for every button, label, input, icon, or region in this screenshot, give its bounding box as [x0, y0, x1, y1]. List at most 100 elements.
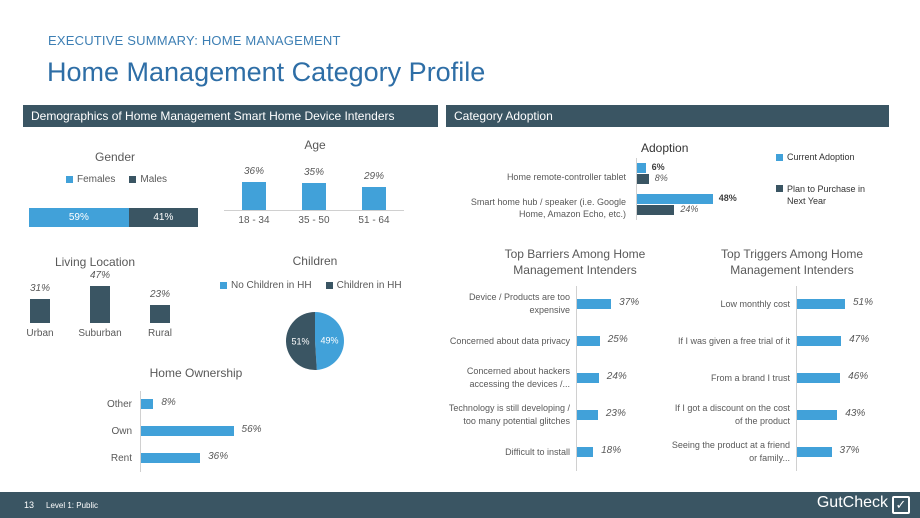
barrier-bar [576, 336, 600, 346]
age-category: 18 - 34 [238, 215, 270, 226]
adoption-value-plan: 8% [654, 173, 668, 183]
eyebrow-title: EXECUTIVE SUMMARY: HOME MANAGEMENT [48, 33, 341, 48]
page-number: 13 [24, 500, 35, 510]
trigger-bar [796, 299, 845, 309]
age-category: 51 - 64 [358, 215, 390, 226]
triggers-chart-title: Top Triggers Among Home Management Inten… [720, 247, 864, 277]
adoption-value-plan: 24% [680, 204, 699, 214]
gender-value-males: 41% [153, 212, 174, 223]
trigger-value: 46% [848, 371, 869, 382]
page-title: Home Management Category Profile [47, 57, 486, 87]
barrier-category: Concerned about data privacy [449, 335, 570, 346]
adoption-legend-plan: Plan to Purchase in Next Year [776, 183, 883, 207]
ownership-axis [140, 390, 141, 472]
location-value: 47% [89, 270, 110, 282]
adoption-legend-current: Current Adoption [776, 152, 855, 162]
children-legend: No Children in HH Children in HH [220, 280, 402, 291]
gender-stacked-bar: 59% 41% [29, 208, 198, 227]
ownership-value: 56% [241, 424, 262, 435]
section-demographics: Demographics of Home Management Smart Ho… [23, 105, 438, 127]
age-value: 29% [363, 171, 384, 183]
trigger-value: 37% [839, 445, 860, 456]
adoption-category: Home remote-controller tablet [506, 172, 626, 182]
legend-label-children: Children in HH [336, 280, 402, 291]
gender-value-females: 59% [68, 212, 89, 223]
age-axis [224, 210, 404, 211]
location-bar [90, 286, 110, 323]
trigger-category: Low monthly cost [720, 298, 790, 309]
age-bar [242, 181, 266, 210]
children-pie: 49% 51% [286, 312, 345, 370]
barrier-bar [576, 447, 594, 457]
trigger-bar [796, 336, 842, 346]
legend-swatch-males [129, 176, 137, 183]
adoption-value-current: 6% [651, 162, 665, 172]
legend-swatch-plan [776, 185, 783, 192]
footer-bar: 13 Level 1: Public GutCheck ✓ [0, 492, 920, 518]
ownership-value: 36% [208, 451, 229, 462]
location-category: Suburban [78, 328, 122, 339]
trigger-value: 51% [852, 297, 873, 308]
trigger-category: From a brand I trust [710, 372, 790, 383]
adoption-chart: Home remote-controller tablet 6% 8% Smart h… [450, 158, 770, 220]
adoption-chart-title: Adoption [641, 141, 689, 155]
check-box-icon: ✓ [892, 496, 910, 514]
barrier-category: Concerned about hackers accessing the de… [466, 366, 570, 389]
age-bar [362, 187, 386, 210]
ownership-category: Rent [110, 452, 132, 464]
gender-chart-title: Gender [94, 150, 136, 164]
gutcheck-logo: GutCheck [816, 494, 888, 511]
barriers-chart: Device / Products are too expensive 37% Co… [440, 285, 690, 471]
classification-label: Level 1: Public [46, 501, 99, 510]
adoption-bar-plan [636, 174, 649, 184]
barrier-category: Difficult to install [505, 446, 570, 457]
barrier-category: Technology is still developing / too man… [448, 403, 570, 426]
location-category: Urban [26, 328, 54, 339]
barrier-value: 37% [619, 297, 640, 308]
barrier-axis [576, 285, 577, 471]
pie-slice-no-children [315, 312, 345, 370]
ownership-value: 8% [161, 397, 176, 408]
barrier-value: 24% [606, 371, 627, 382]
age-bar [302, 182, 326, 210]
barriers-chart-title: Top Barriers Among Home Management Inten… [504, 247, 646, 277]
gender-legend: Females Males [66, 174, 167, 185]
trigger-axis [796, 285, 797, 471]
age-chart-title: Age [304, 138, 326, 152]
barrier-value: 23% [605, 408, 626, 419]
location-value: 23% [149, 289, 170, 301]
children-chart-title: Children [292, 254, 338, 268]
trigger-category: If I got a discount on the cost of the p… [674, 403, 790, 426]
ownership-chart: Other 8% Own 56% Rent 36% [80, 390, 420, 472]
adoption-category: Smart home hub / speaker (i.e. Google Ho… [470, 197, 626, 219]
adoption-value-current: 48% [718, 193, 737, 203]
location-bar [30, 298, 50, 323]
trigger-value: 43% [845, 408, 866, 419]
legend-swatch-children [325, 282, 333, 289]
section-adoption: Category Adoption [446, 105, 889, 127]
ownership-chart-title: Home Ownership [149, 366, 243, 380]
adoption-bar-current [636, 163, 646, 173]
ownership-bar [140, 426, 234, 436]
barrier-bar [576, 299, 612, 309]
adoption-bar-current [636, 194, 713, 204]
location-chart: 31% Urban 47% Suburban 23% Rural [14, 265, 194, 345]
legend-label-males: Males [140, 174, 168, 185]
triggers-chart: Low monthly cost 51% If I was given a free… [670, 285, 910, 471]
trigger-category: If I was given a free trial of it [677, 335, 790, 346]
pie-label-no-children: 49% [320, 336, 338, 346]
trigger-bar [796, 373, 841, 383]
location-category: Rural [148, 328, 172, 339]
barrier-bar [576, 373, 599, 383]
ownership-bar [140, 453, 201, 463]
location-bar [150, 305, 170, 323]
legend-swatch-current [776, 153, 783, 161]
adoption-axis [636, 158, 637, 220]
legend-label-females: Females [77, 174, 116, 185]
trigger-category: Seeing the product at a friend or family… [671, 440, 790, 463]
pie-slice-children [286, 312, 317, 370]
trigger-bar [796, 410, 838, 420]
barrier-value: 25% [607, 334, 628, 345]
age-value: 36% [243, 165, 264, 177]
barrier-bar [576, 410, 598, 420]
